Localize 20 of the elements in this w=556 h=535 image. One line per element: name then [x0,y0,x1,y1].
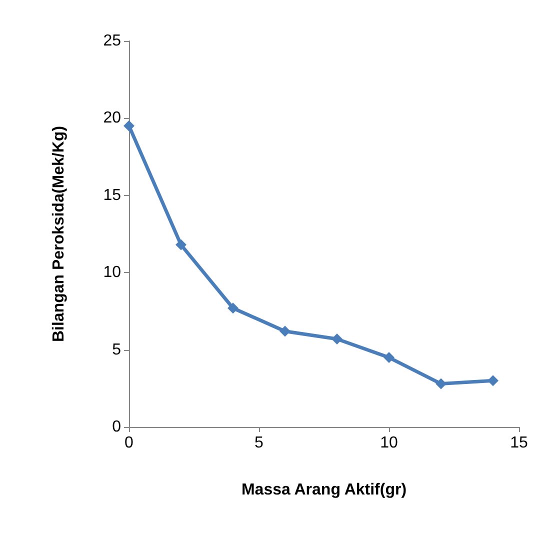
point [176,239,186,250]
point [280,326,290,337]
y-tick-label: 20 [103,110,122,127]
point [384,352,394,364]
point [436,378,446,390]
point [488,375,498,386]
y-tick-label: 0 [112,418,122,436]
y-tick-label: 5 [112,341,122,358]
x-tick-label: 5 [254,434,264,452]
x-tick-label: 10 [380,434,398,452]
x-tick-label: 15 [510,434,528,452]
y-tick-label: 15 [103,186,122,204]
point [332,333,342,344]
x-axis-title: Massa Arang Aktif(gr) [241,482,407,498]
y-tick-label: 10 [103,264,122,282]
point [228,302,238,314]
point [124,120,134,132]
y-tick-label: 25 [103,32,122,50]
x-tick-label: 0 [124,434,134,452]
y-axis-title: Bilangan Peroksida(Mek/Kg) [50,126,68,342]
